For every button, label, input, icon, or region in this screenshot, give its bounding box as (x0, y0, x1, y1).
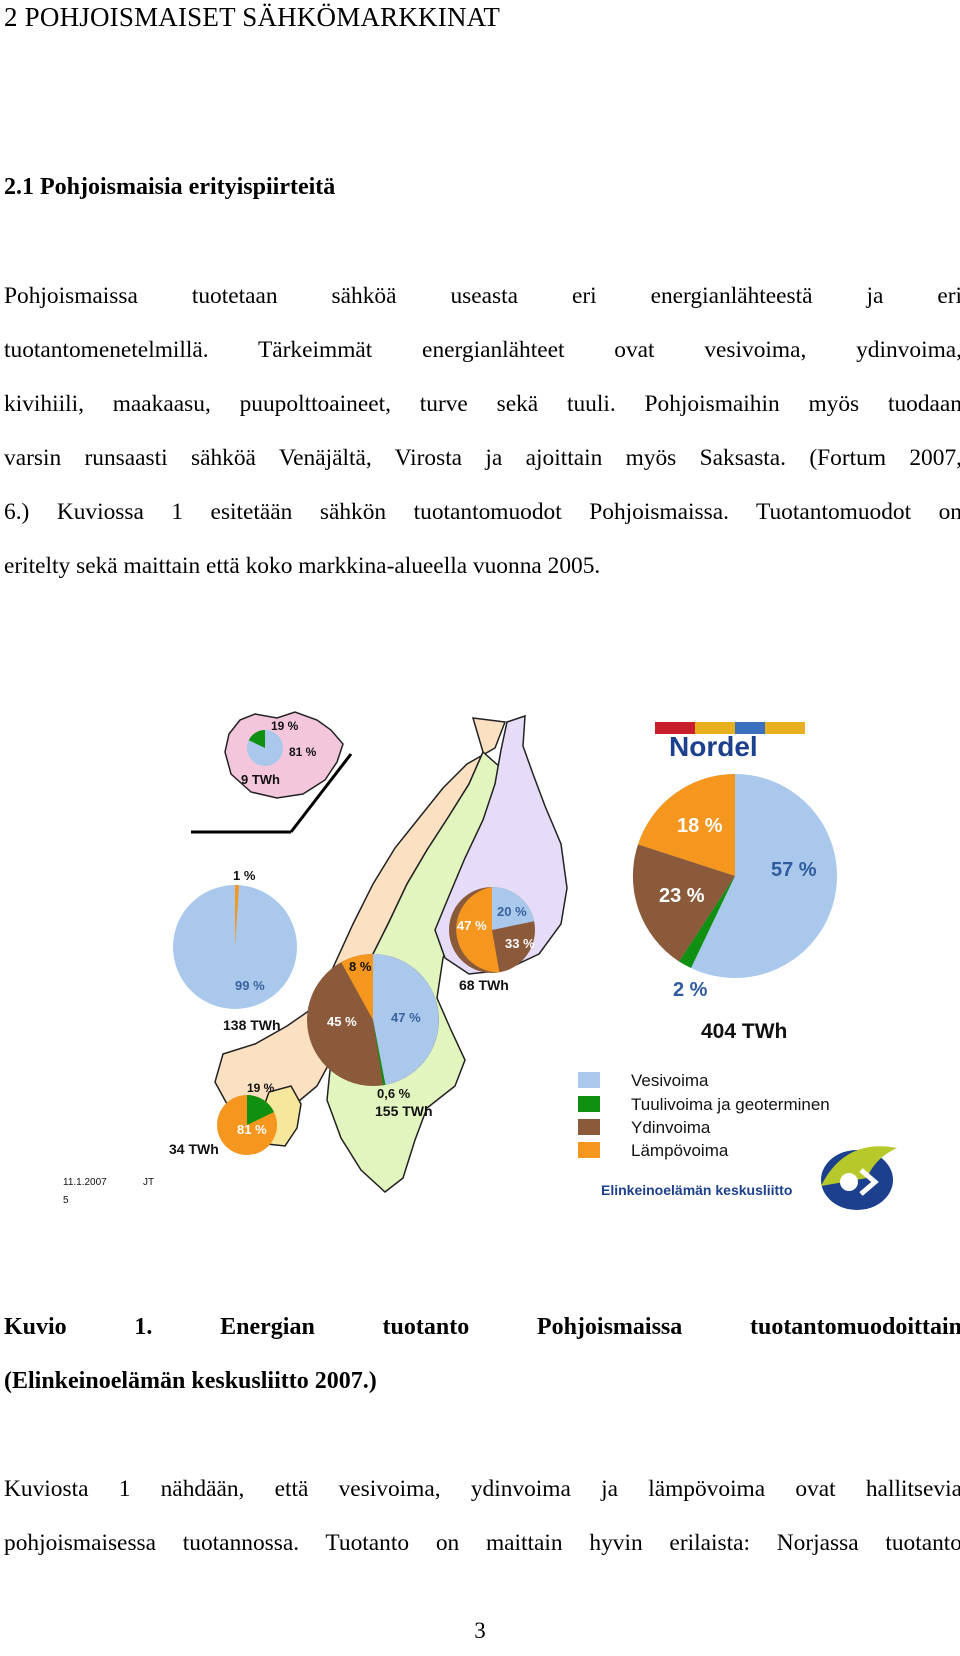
legend-label: Tuulivoima ja geoterminen (631, 1095, 830, 1114)
total-pie-label: 2 % (673, 979, 708, 1001)
paragraph-line: kivihiili, maakaasu, puupolttoaineet, tu… (4, 391, 960, 417)
paragraph-line: Kuviosta 1 nähdään, että vesivoima, ydin… (4, 1476, 960, 1502)
sweden-pie-label: 47 % (391, 1010, 421, 1025)
denmark-pie-total: 34 TWh (169, 1141, 219, 1157)
caption-line: Kuvio 1. Energian tuotanto Pohjoismaissa… (4, 1314, 960, 1340)
norway-pie-label: 99 % (235, 978, 265, 993)
sweden-pie-label: 45 % (327, 1014, 357, 1029)
figure-caption: Kuvio 1. Energian tuotanto Pohjoismaissa… (4, 1300, 960, 1408)
nordel-logo: Nordel (655, 722, 805, 762)
legend-swatch-vesivoima (578, 1072, 600, 1088)
total-pie-total: 404 TWh (701, 1020, 787, 1043)
finland-pie-label: 20 % (497, 904, 527, 919)
legend-label: Vesivoima (631, 1071, 709, 1090)
sweden-pie-slice-thermal (341, 954, 373, 1020)
total-pie-label: 57 % (771, 859, 817, 881)
figure-footer-date: 11.1.2007 (63, 1177, 107, 1188)
paragraph-line: tuotantomenetelmillä. Tärkeimmät energia… (4, 337, 960, 363)
legend-label: Ydinvoima (631, 1118, 711, 1137)
finland-pie-label: 33 % (505, 936, 535, 951)
energy-production-figure: 19 % 81 % 9 TWh 1 % 99 % 138 TWh 47 % 20… (63, 711, 897, 1210)
total-pie-slice-wind (679, 876, 735, 968)
finland-pie-slice-thermal (456, 887, 500, 973)
iceland-pie-label: 19 % (271, 719, 299, 733)
paragraph-line: eritelty sekä maittain että koko markkin… (4, 553, 601, 579)
svg-text:Nordel: Nordel (669, 731, 758, 762)
legend-swatch-lampovoima (578, 1142, 600, 1158)
finland-pie-slice-hydro (492, 887, 535, 930)
paragraph-line: pohjoismaisessa tuotannossa. Tuotanto on… (4, 1530, 960, 1556)
svg-text:Elinkeinoelämän keskusliitto: Elinkeinoelämän keskusliitto (601, 1182, 792, 1198)
sweden-pie-total: 155 TWh (375, 1103, 433, 1119)
paragraph-line: varsin runsaasti sähköä Venäjältä, Viros… (4, 445, 960, 471)
iceland-pie-slice-wind (248, 730, 265, 748)
inset-frame-line (289, 753, 353, 833)
denmark-pie-slice-wind (247, 1095, 274, 1125)
sweden-pie-label: 0,6 % (377, 1086, 411, 1101)
section-heading: 2.1 Pohjoismaisia erityispiirteitä (4, 174, 336, 200)
norway-pie-total: 138 TWh (223, 1017, 281, 1033)
norway-pie-label: 1 % (233, 868, 256, 883)
legend-label: Lämpövoima (631, 1141, 729, 1160)
paragraph-line: Pohjoismaissa tuotetaan sähköä useasta e… (4, 283, 960, 309)
total-pie-label: 18 % (677, 815, 723, 837)
legend-swatch-tuulivoima (578, 1096, 600, 1112)
page-number: 3 (474, 1618, 486, 1643)
denmark-pie-label: 19 % (247, 1081, 275, 1095)
total-pie-label: 23 % (659, 885, 705, 907)
figure-legend: Vesivoima Tuulivoima ja geoterminen Ydin… (578, 1071, 830, 1160)
paragraph-line: 6.) Kuviossa 1 esitetään sähkön tuotanto… (4, 499, 960, 525)
chapter-heading: 2 POHJOISMAISET SÄHKÖMARKKINAT (4, 2, 501, 32)
sweden-pie-slice-hydro (373, 954, 439, 1085)
sweden-pie-slice-wind (373, 1020, 386, 1086)
legend-swatch-ydinvoima (578, 1119, 600, 1135)
total-pie-slice-nuclear (632, 844, 735, 962)
finland-pie-label: 47 % (457, 918, 487, 933)
intro-paragraph: Pohjoismaissa tuotetaan sähköä useasta e… (4, 269, 960, 593)
denmark-pie-label: 81 % (237, 1122, 267, 1137)
iceland-pie-total: 9 TWh (241, 772, 280, 787)
caption-line: (Elinkeinoelämän keskusliitto 2007.) (4, 1368, 377, 1394)
figure-footer-page: 5 (63, 1195, 69, 1206)
iceland-pie-label: 81 % (289, 745, 317, 759)
figure-footer-initials: JT (143, 1177, 154, 1188)
analysis-paragraph: Kuviosta 1 nähdään, että vesivoima, ydin… (4, 1462, 960, 1570)
sweden-pie-label: 8 % (349, 959, 372, 974)
ek-logo: Elinkeinoelämän keskusliitto (601, 1146, 897, 1210)
norway-pie-slice-thermal (235, 884, 239, 947)
finland-pie-total: 68 TWh (459, 977, 509, 993)
total-pie-slice-thermal (638, 774, 735, 876)
